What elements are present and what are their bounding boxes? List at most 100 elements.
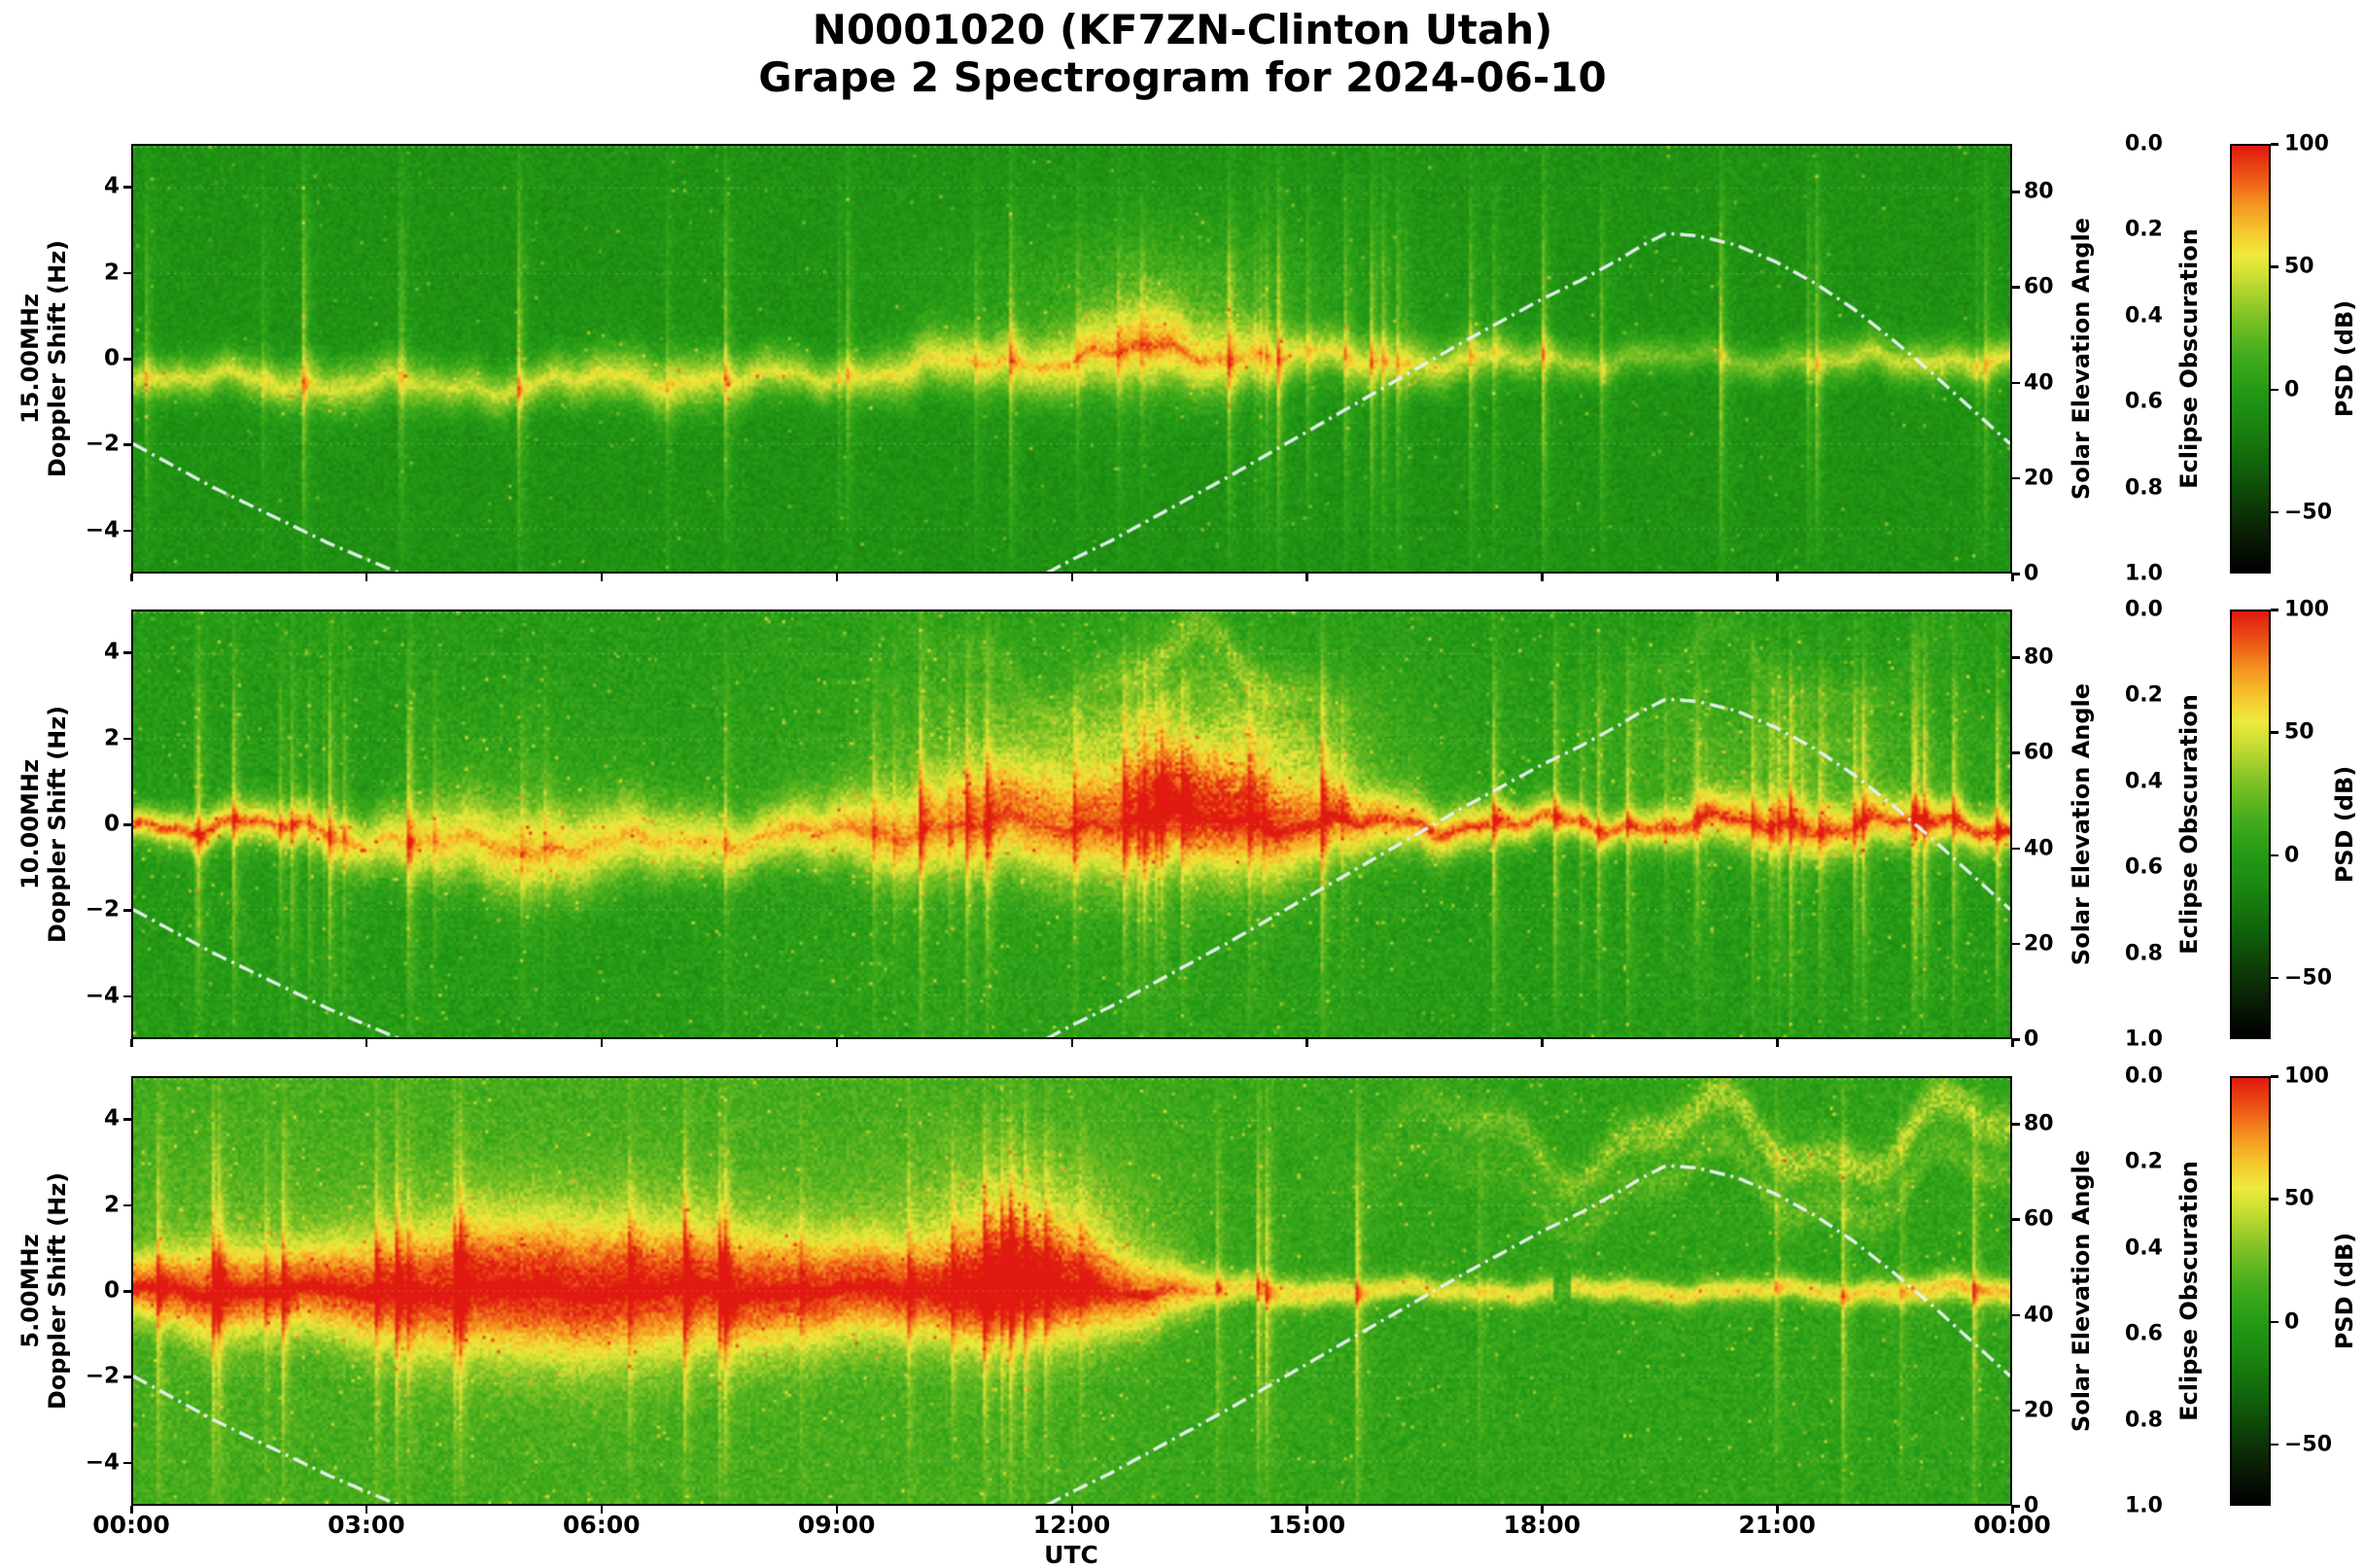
eclipse-tick-label: 0.0: [2125, 131, 2163, 157]
panel-frequency-label: 5.00MHz: [17, 1234, 44, 1348]
tick-mark: [123, 651, 131, 654]
tick-mark: [835, 1039, 839, 1047]
solar-elevation-curve-canvas: [133, 1078, 2010, 1504]
tick-mark: [2012, 286, 2020, 289]
psd-axis-label: PSD (dB): [2331, 1232, 2358, 1350]
solar-tick-label: 60: [2024, 740, 2054, 765]
tick-mark: [2012, 942, 2020, 946]
psd-tick-label: 100: [2284, 1063, 2329, 1089]
solar-tick-label: 40: [2024, 836, 2054, 861]
psd-tick-label: 50: [2284, 719, 2314, 745]
tick-mark: [2012, 191, 2020, 193]
y-tick-label: 0: [103, 345, 120, 371]
x-tick-label: 00:00: [1973, 1511, 2051, 1539]
psd-colorbar-canvas: [2232, 1078, 2269, 1504]
x-tick-label: 21:00: [1738, 1511, 1816, 1539]
tick-mark: [2271, 388, 2278, 392]
eclipse-axis-label: Eclipse Obscuration: [2175, 228, 2203, 489]
tick-mark: [1305, 574, 1308, 581]
y-tick-label: 4: [103, 1105, 120, 1132]
tick-mark: [1776, 1039, 1779, 1047]
tick-mark: [2271, 1320, 2278, 1324]
eclipse-tick-label: 0.2: [2125, 1149, 2163, 1174]
tick-mark: [123, 1118, 131, 1121]
tick-mark: [123, 358, 131, 361]
tick-mark: [123, 909, 131, 912]
solar-tick-label: 20: [2024, 1398, 2054, 1423]
tick-mark: [123, 186, 131, 189]
tick-mark: [2012, 1218, 2020, 1221]
tick-mark: [2011, 1039, 2014, 1047]
eclipse-tick-label: 0.8: [2125, 475, 2163, 501]
chart-title-line2: Grape 2 Spectrogram for 2024-06-10: [758, 53, 1607, 101]
psd-tick-label: 50: [2284, 1186, 2314, 1211]
eclipse-tick-label: 0.2: [2125, 682, 2163, 708]
psd-colorbar: [2230, 1076, 2271, 1506]
y-tick-label: −2: [85, 1363, 120, 1389]
tick-mark: [2271, 1075, 2278, 1078]
psd-tick-label: 0: [2284, 1309, 2300, 1335]
solar-tick-label: 0: [2024, 561, 2039, 586]
eclipse-tick-label: 0.6: [2125, 854, 2163, 880]
tick-mark: [123, 443, 131, 446]
eclipse-tick-label: 0.4: [2125, 303, 2163, 329]
eclipse-tick-label: 0.6: [2125, 389, 2163, 414]
tick-mark: [600, 1506, 604, 1514]
panel-frequency-label: 10.00MHz: [17, 759, 44, 889]
solar-tick-label: 0: [2024, 1493, 2039, 1518]
y-tick-label: 4: [103, 173, 120, 199]
tick-mark: [2271, 609, 2278, 611]
psd-tick-label: 0: [2284, 377, 2300, 402]
y-tick-label: −4: [85, 517, 120, 543]
tick-mark: [1070, 1039, 1073, 1047]
tick-mark: [130, 1039, 133, 1047]
x-axis-label: UTC: [1044, 1541, 1098, 1568]
solar-axis-label: Solar Elevation Angle: [2068, 217, 2095, 501]
tick-mark: [2012, 751, 2020, 754]
solar-tick-label: 40: [2024, 1303, 2054, 1328]
psd-tick-label: −50: [2284, 1432, 2333, 1457]
y-tick-label: −2: [85, 431, 120, 457]
solar-tick-label: 80: [2024, 645, 2054, 670]
tick-mark: [365, 1506, 368, 1514]
spectrogram-plot: [131, 144, 2012, 574]
x-tick-label: 09:00: [797, 1511, 876, 1539]
tick-mark: [365, 574, 368, 581]
solar-axis-label: Solar Elevation Angle: [2068, 1149, 2095, 1433]
tick-mark: [123, 1376, 131, 1378]
tick-mark: [2012, 1505, 2020, 1508]
tick-mark: [2012, 1123, 2020, 1126]
psd-axis-label: PSD (dB): [2331, 299, 2358, 418]
psd-tick-label: 50: [2284, 254, 2314, 279]
solar-axis-label: Solar Elevation Angle: [2068, 682, 2095, 966]
tick-mark: [123, 1290, 131, 1293]
tick-mark: [2012, 1313, 2020, 1317]
spectrogram-panel: 15.00MHz Doppler Shift (Hz) Solar Elevat…: [0, 132, 2365, 586]
tick-mark: [1776, 574, 1779, 581]
tick-mark: [1541, 574, 1544, 581]
spectrogram-plot: [131, 1076, 2012, 1506]
y-tick-label: 2: [103, 260, 120, 286]
psd-tick-label: −50: [2284, 965, 2333, 991]
solar-tick-label: 0: [2024, 1027, 2039, 1052]
eclipse-tick-label: 0.8: [2125, 941, 2163, 966]
chart-title-line1: N0001020 (KF7ZN-Clinton Utah): [812, 6, 1553, 53]
spectrogram-panel: 5.00MHz Doppler Shift (Hz) Solar Elevati…: [0, 1064, 2365, 1518]
tick-mark: [2011, 1506, 2014, 1514]
psd-tick-label: 0: [2284, 843, 2300, 868]
x-tick-label: 03:00: [328, 1511, 405, 1539]
y-tick-label: 0: [103, 1277, 120, 1304]
tick-mark: [2012, 476, 2020, 480]
tick-mark: [2271, 976, 2278, 980]
eclipse-tick-label: 1.0: [2125, 1493, 2163, 1518]
solar-tick-label: 20: [2024, 931, 2054, 957]
eclipse-tick-label: 0.2: [2125, 217, 2163, 242]
eclipse-tick-label: 0.4: [2125, 769, 2163, 794]
eclipse-axis-label: Eclipse Obscuration: [2175, 694, 2203, 955]
tick-mark: [123, 529, 131, 533]
tick-mark: [2271, 1198, 2278, 1201]
x-tick-label: 18:00: [1503, 1511, 1582, 1539]
tick-mark: [123, 271, 131, 275]
tick-mark: [2271, 1443, 2278, 1446]
